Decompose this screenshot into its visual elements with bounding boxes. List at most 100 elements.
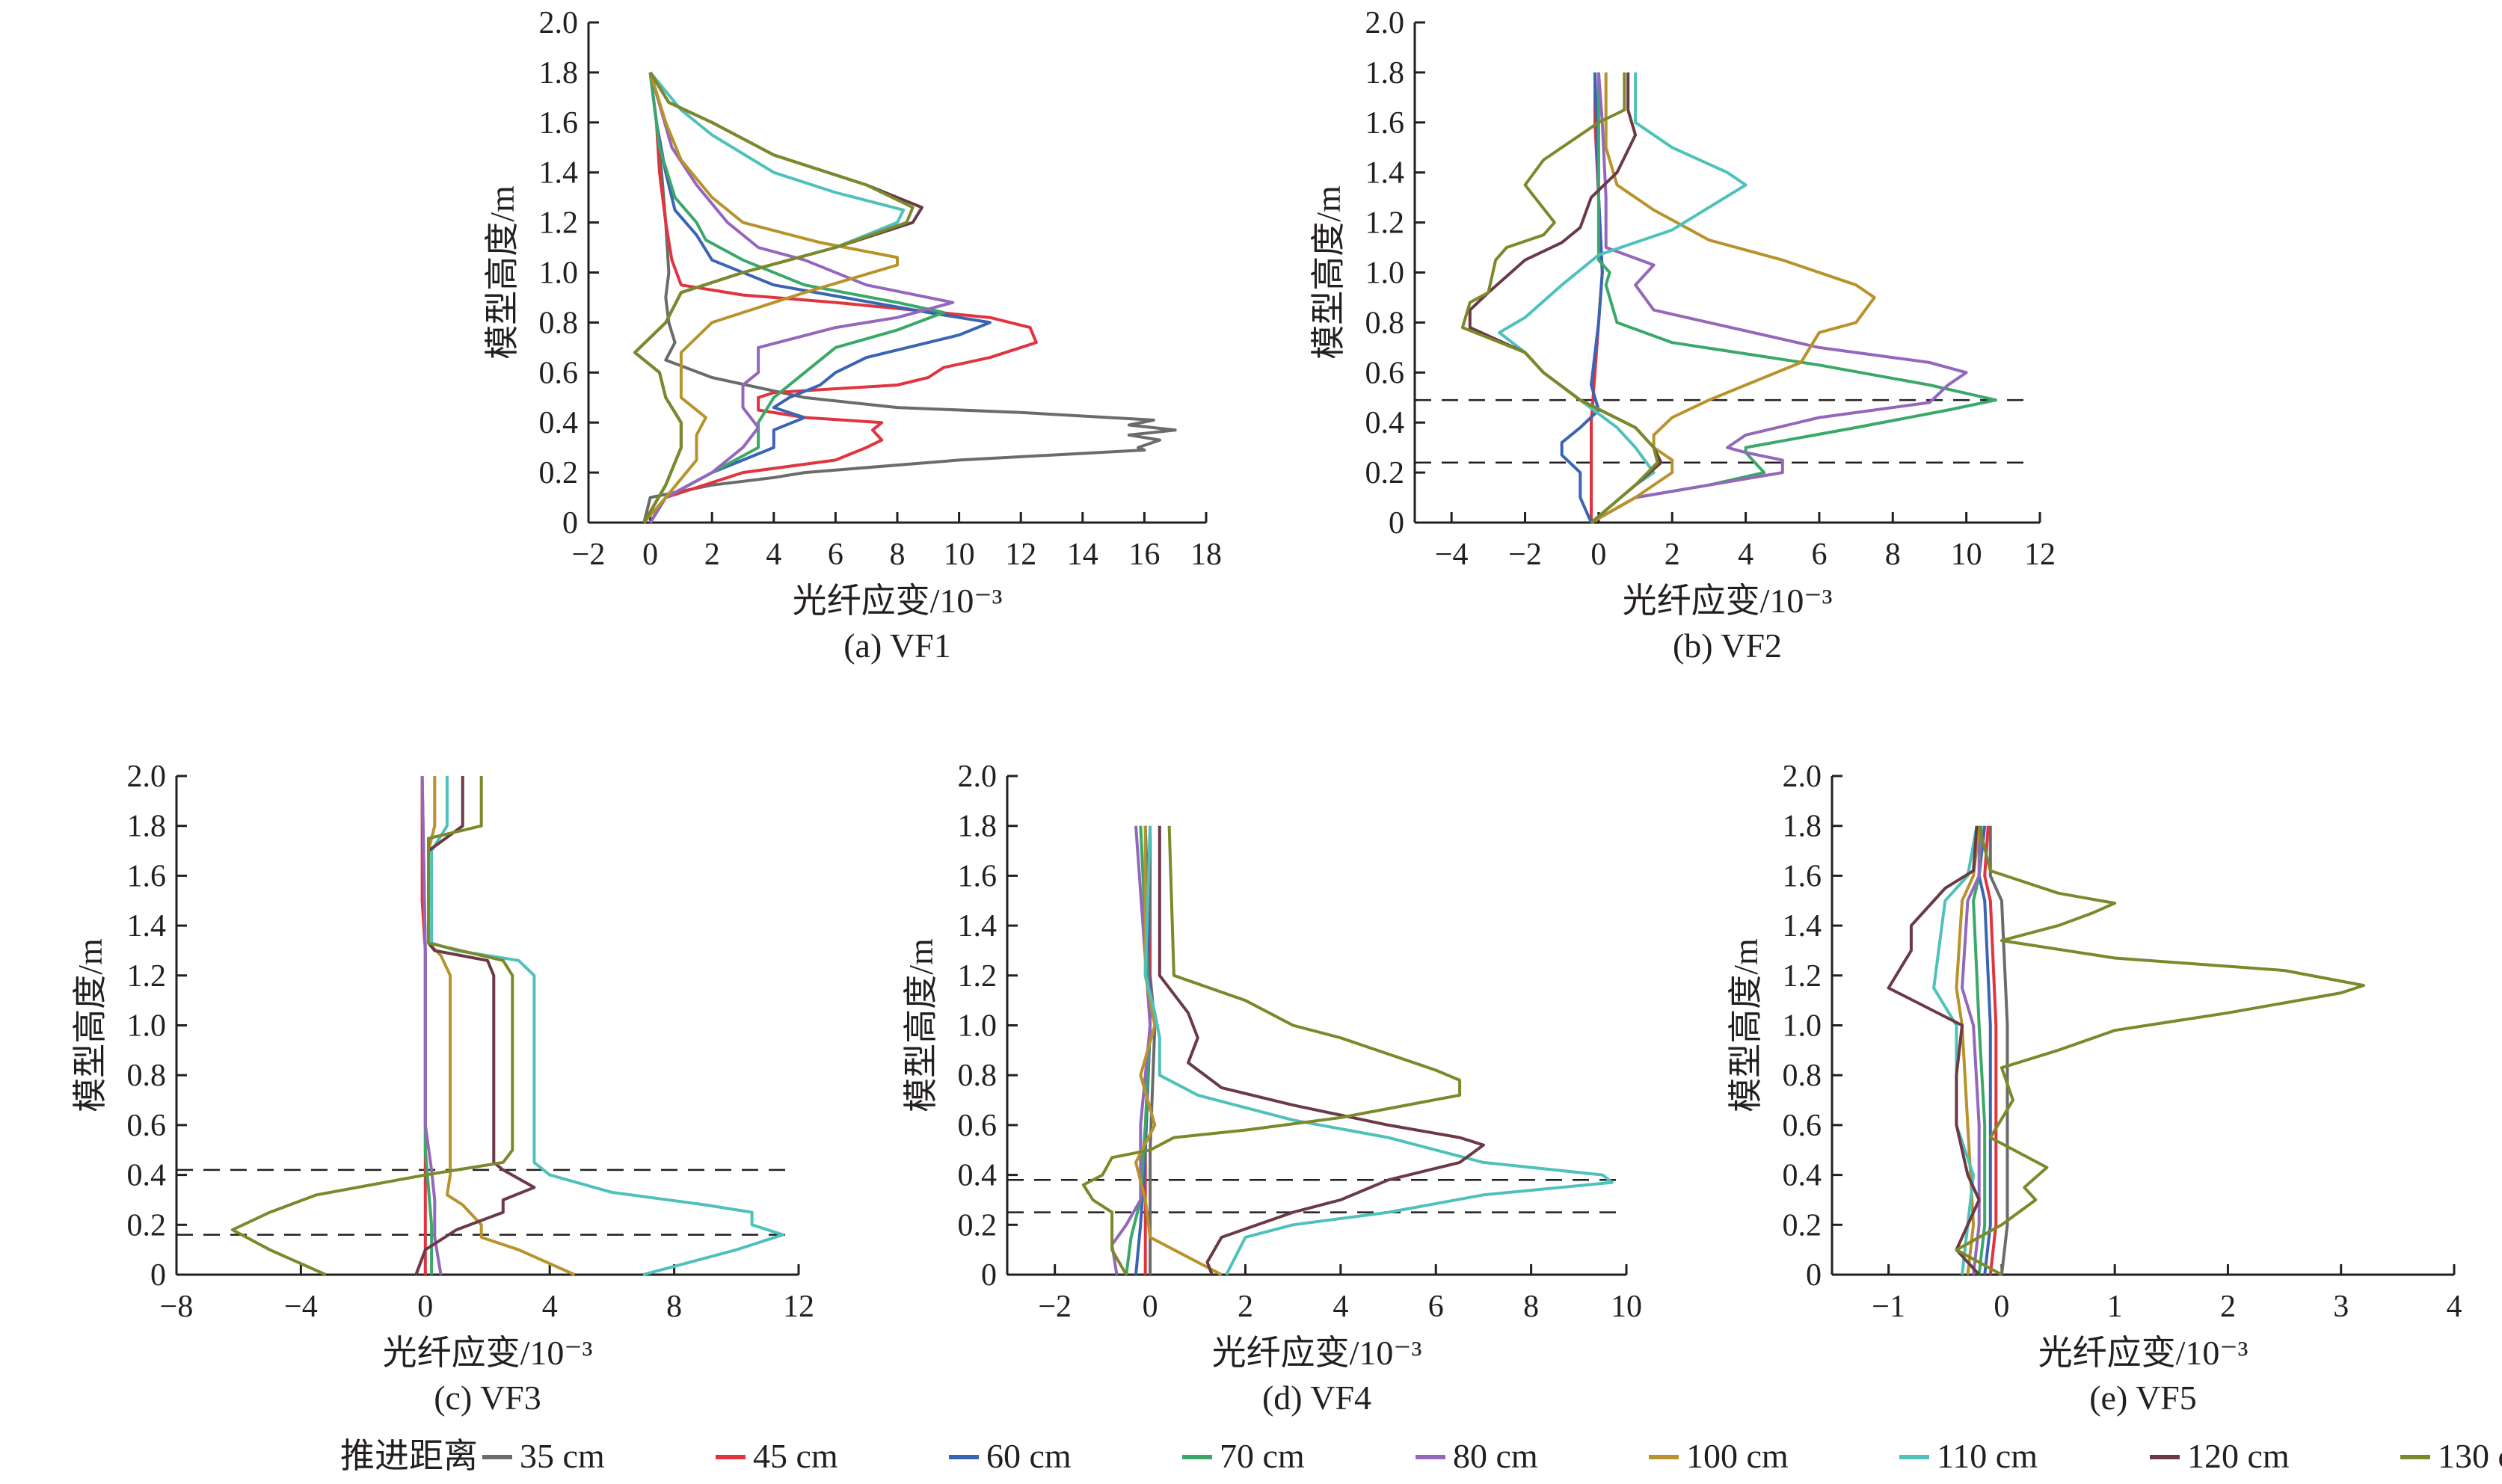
y-tick-label: 0.6 [1783, 1109, 1822, 1143]
y-tick-label: 0.8 [1783, 1059, 1822, 1093]
legend-item: 130 cm [2400, 1437, 2502, 1475]
series-line-120cm [1468, 72, 1663, 524]
legend-label: 130 cm [2438, 1437, 2502, 1475]
y-tick-label: 0.4 [1365, 406, 1405, 440]
y-tick-label: 2.0 [127, 760, 167, 794]
x-tick-label: 6 [1428, 1290, 1444, 1324]
y-tick-label: 1.8 [127, 810, 167, 844]
y-tick-label: 0.8 [127, 1059, 167, 1093]
y-tick-label: 0.6 [1365, 356, 1405, 390]
y-tick-label: 2.0 [958, 760, 998, 794]
series-line-130cm [1081, 825, 1462, 1275]
legend-label: 60 cm [986, 1437, 1072, 1475]
y-tick-label: 0 [562, 506, 578, 541]
panel-caption: (e) VF5 [2089, 1379, 2197, 1417]
panel-caption: (a) VF1 [843, 626, 951, 665]
y-tick-label: 2.0 [539, 6, 579, 40]
legend-label: 45 cm [753, 1437, 838, 1475]
x-axis-label: 光纤应变/10⁻³ [1623, 582, 1833, 620]
panel-caption: (b) VF2 [1673, 626, 1782, 665]
series-line-70cm [1590, 72, 1997, 524]
y-tick-label: 0.4 [958, 1159, 998, 1193]
y-tick-label: 0.2 [539, 456, 579, 490]
y-tick-label: 1.4 [1365, 156, 1405, 191]
series-line-100cm [1590, 72, 1876, 524]
y-tick-label: 1.8 [1365, 56, 1405, 90]
chart-panel-5: 0 0.2 0.4 0.6 0.8 1.0 1.2 1.4 1.6 1.8 2.0 −1 0 1 2 3 4 光纤… [1727, 760, 2462, 1417]
y-tick-label: 1.0 [958, 1009, 998, 1044]
x-tick-label: 4 [2447, 1290, 2462, 1324]
x-tick-label: 8 [1523, 1290, 1539, 1324]
y-tick-label: 1.0 [1365, 256, 1405, 291]
x-axis-label: 光纤应变/10⁻³ [793, 582, 1003, 620]
series-line-35cm [1988, 825, 2009, 1275]
x-tick-label: 4 [766, 538, 781, 572]
y-tick-label: 0.8 [539, 306, 579, 340]
y-tick-label: 2.0 [1365, 6, 1405, 40]
series-line-60cm [1560, 72, 1604, 523]
series-line-45cm [648, 72, 1038, 524]
legend-label: 80 cm [1453, 1437, 1538, 1475]
series-line-110cm [1498, 72, 1748, 524]
x-tick-label: −2 [1508, 538, 1542, 572]
x-tick-label: 12 [2024, 538, 2056, 572]
x-tick-label: 0 [642, 538, 658, 572]
series-line-120cm [1887, 825, 1981, 1276]
x-tick-label: 0 [417, 1290, 433, 1324]
x-tick-label: 18 [1190, 538, 1222, 572]
x-tick-label: 6 [828, 538, 843, 572]
legend-item: 110 cm [1899, 1437, 2038, 1475]
y-tick-label: 1.2 [1365, 206, 1405, 241]
series-line-130cm [1955, 825, 2365, 1276]
series-line-80cm [648, 72, 955, 524]
y-tick-label: 1.6 [958, 859, 998, 893]
legend-item: 70 cm [1182, 1437, 1305, 1475]
x-tick-label: 12 [783, 1290, 814, 1324]
y-tick-label: 1.4 [539, 156, 579, 191]
series-line-120cm [1158, 825, 1485, 1275]
x-tick-label: 0 [1590, 538, 1606, 572]
series-line-100cm [642, 72, 899, 524]
y-tick-label: 1.4 [958, 909, 998, 943]
y-tick-label: 0 [1389, 506, 1404, 541]
series-line-110cm [430, 776, 785, 1276]
series-line-130cm [230, 776, 514, 1276]
x-axis-label: 光纤应变/10⁻³ [2038, 1334, 2249, 1372]
y-tick-label: 1.2 [1783, 959, 1822, 994]
chart-panel-2: 0 0.2 0.4 0.6 0.8 1.0 1.2 1.4 1.6 1.8 2.0 −4 −2 0 2 4 6 8… [1309, 6, 2056, 665]
x-tick-label: −8 [160, 1290, 194, 1324]
y-tick-label: 0 [981, 1258, 997, 1293]
y-tick-label: 1.8 [539, 56, 579, 90]
y-axis-label: 模型高度/m [71, 938, 109, 1112]
y-axis-label: 模型高度/m [1309, 185, 1347, 360]
panel-caption: (c) VF3 [434, 1379, 541, 1417]
legend-label: 70 cm [1220, 1437, 1305, 1475]
x-tick-label: −2 [572, 538, 606, 572]
series-line-80cm [1961, 825, 1981, 1275]
legend-title: 推进距离 [340, 1437, 478, 1475]
x-axis-label: 光纤应变/10⁻³ [383, 1334, 593, 1372]
series-line-100cm [427, 776, 576, 1276]
series-line-45cm [1983, 825, 1998, 1275]
y-tick-label: 1.2 [539, 206, 579, 241]
y-tick-label: 0.6 [127, 1109, 167, 1143]
series-line-35cm [1149, 825, 1157, 1275]
y-tick-label: 2.0 [1783, 760, 1822, 794]
y-tick-label: 0.2 [127, 1208, 167, 1243]
x-tick-label: 2 [1238, 1290, 1253, 1324]
y-tick-label: 0.4 [539, 406, 579, 440]
y-axis-label: 模型高度/m [483, 185, 521, 360]
y-tick-label: 1.4 [127, 909, 167, 943]
y-tick-label: 0.8 [1365, 306, 1405, 340]
chart-panel-1: 00.20.40.60.81.01.21.41.61.82.0−2 0 2 4 6 8 10… [483, 6, 1222, 665]
legend-label: 110 cm [1937, 1437, 2038, 1475]
x-tick-label: 8 [1885, 538, 1901, 572]
y-tick-label: 1.0 [127, 1009, 167, 1044]
x-tick-label: 4 [1333, 1290, 1348, 1324]
x-tick-label: 0 [1143, 1290, 1158, 1324]
x-tick-label: −4 [284, 1290, 318, 1324]
x-tick-label: −2 [1038, 1290, 1072, 1324]
series-line-35cm [642, 72, 1177, 523]
legend-item: 35 cm [482, 1437, 605, 1475]
x-tick-label: 4 [1738, 538, 1753, 572]
